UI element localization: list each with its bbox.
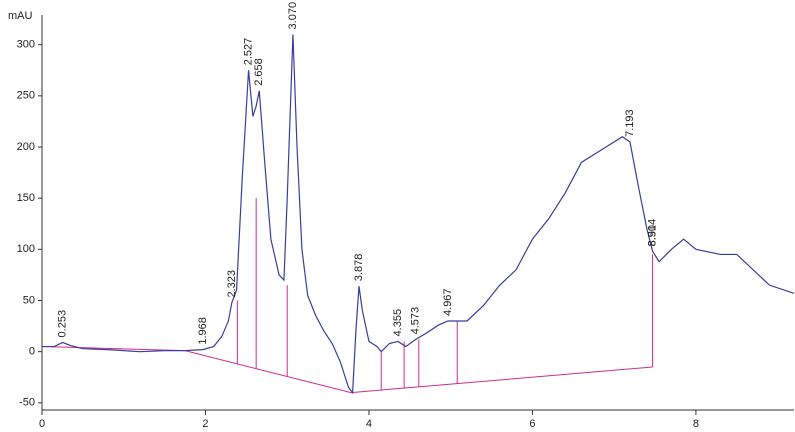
peak-label: 2.658 [253,58,265,86]
peak-label: 4.573 [410,307,422,335]
x-tick-label: 4 [366,418,372,430]
x-tick-label: 0 [39,418,45,430]
y-tick-label: 150 [17,192,35,204]
peak-label: 3.878 [353,254,365,282]
y-tick-label: 0 [29,346,35,358]
integration-baseline [41,346,653,394]
y-tick-label: -50 [19,397,35,409]
x-tick-label: 6 [529,418,535,430]
peak-label: 4.967 [442,288,454,316]
y-tick-label: 50 [23,294,35,306]
peak-label: 2.323 [226,270,238,298]
peak-label: 1.968 [197,317,209,345]
peak-label: 7.193 [624,109,636,137]
x-tick-label: 2 [202,418,208,430]
x-tick-label: 8 [693,418,699,430]
peak-label: 8.51 [646,225,658,246]
y-tick-label: 200 [17,141,35,153]
peak-label: 3.070 [287,2,299,30]
y-axis-label: mAU [8,10,33,22]
signal-line [42,34,795,395]
y-tick-label: 100 [17,243,35,255]
peak-label: 8.904 [646,219,658,247]
y-tick-label: 250 [17,90,35,102]
peak-label: 4.355 [392,309,404,337]
y-tick-label: 300 [17,39,35,51]
peak-label: 2.527 [242,38,254,66]
peak-label: 0.253 [57,310,69,338]
